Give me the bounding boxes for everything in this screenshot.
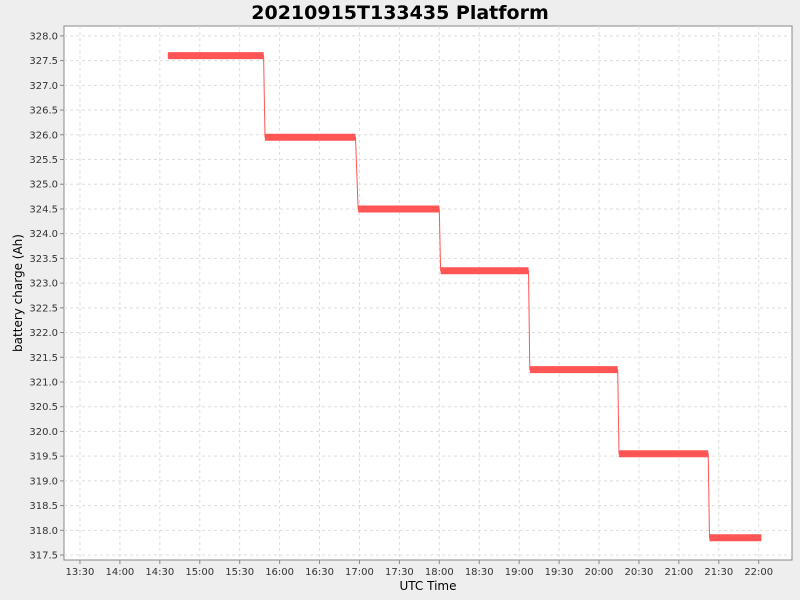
y-tick-label: 324.5 bbox=[29, 204, 58, 215]
x-axis-title: UTC Time bbox=[400, 579, 457, 593]
x-tick-label: 20:00 bbox=[585, 567, 614, 578]
y-tick-label: 323.5 bbox=[29, 254, 58, 265]
x-tick-label: 17:00 bbox=[345, 567, 374, 578]
y-tick-label: 326.5 bbox=[29, 106, 58, 117]
x-tick-label: 18:30 bbox=[465, 567, 494, 578]
y-tick-label: 323.0 bbox=[29, 279, 58, 290]
y-tick-label: 319.0 bbox=[29, 476, 58, 487]
y-tick-label: 320.5 bbox=[29, 402, 58, 413]
x-tick-label: 17:30 bbox=[385, 567, 414, 578]
y-tick-label: 320.0 bbox=[29, 427, 58, 438]
x-tick-label: 13:30 bbox=[66, 567, 95, 578]
series-layer bbox=[167, 52, 762, 542]
x-tick-label: 14:30 bbox=[145, 567, 174, 578]
y-tick-label: 321.5 bbox=[29, 353, 58, 364]
y-axis-title: battery charge (Ah) bbox=[11, 234, 25, 352]
y-tick-label: 317.5 bbox=[29, 551, 58, 562]
y-tick-label: 326.0 bbox=[29, 130, 58, 141]
y-tick-label: 328.0 bbox=[29, 31, 58, 42]
y-tick-label: 327.0 bbox=[29, 81, 58, 92]
x-tick-label: 21:30 bbox=[704, 567, 733, 578]
y-tick-label: 319.5 bbox=[29, 452, 58, 463]
y-tick-label: 325.0 bbox=[29, 180, 58, 191]
plot-area bbox=[63, 25, 793, 561]
y-tick-label: 327.5 bbox=[29, 56, 58, 67]
x-tick-label: 14:00 bbox=[105, 567, 134, 578]
chart-title: 20210915T133435 Platform bbox=[251, 2, 549, 24]
y-tick-label: 318.0 bbox=[29, 526, 58, 537]
y-tick-label: 325.5 bbox=[29, 155, 58, 166]
x-tick-label: 22:00 bbox=[744, 567, 773, 578]
x-tick-label: 19:30 bbox=[545, 567, 574, 578]
x-tick-label: 16:00 bbox=[265, 567, 294, 578]
x-tick-label: 16:30 bbox=[305, 567, 334, 578]
x-tick-label: 21:00 bbox=[664, 567, 693, 578]
y-tick-label: 322.5 bbox=[29, 303, 58, 314]
x-tick-label: 15:00 bbox=[185, 567, 214, 578]
y-tick-label: 324.0 bbox=[29, 229, 58, 240]
y-tick-label: 322.0 bbox=[29, 328, 58, 339]
grid-lines bbox=[64, 26, 792, 560]
x-tick-label: 19:00 bbox=[505, 567, 534, 578]
axes: 317.5 318.0 318.5 319.0 319.5 320.0 320.5 321.0… bbox=[29, 31, 773, 578]
y-tick-label: 318.5 bbox=[29, 501, 58, 512]
y-tick-label: 321.0 bbox=[29, 378, 58, 389]
x-tick-label: 20:30 bbox=[625, 567, 654, 578]
x-tick-label: 18:00 bbox=[425, 567, 454, 578]
x-tick-label: 15:30 bbox=[225, 567, 254, 578]
